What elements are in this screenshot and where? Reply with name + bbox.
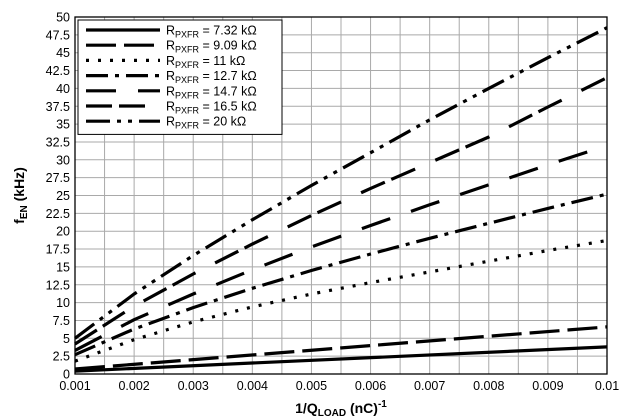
x-axis-label-rest: (nC): [346, 400, 378, 416]
y-tick-label: 12.5: [46, 278, 70, 292]
y-tick-label: 20: [56, 225, 70, 239]
y-tick-label: 47.5: [46, 28, 70, 42]
series-line-4: [74, 192, 608, 357]
x-tick-label: 0.006: [355, 379, 386, 393]
series-line-7: [74, 26, 608, 340]
y-tick-label: 10: [56, 296, 70, 310]
plot-frame: [74, 16, 608, 375]
legend-label-6: RPXFR = 16.5 kΩ: [166, 100, 257, 116]
x-tick-label: 0.005: [296, 379, 327, 393]
y-tick-label: 17.5: [46, 243, 70, 257]
y-tick-label: 0: [63, 368, 70, 382]
x-tick-labels: 0.001 0.002 0.003 0.004 0.005 0.006 0.007 0.008…: [59, 379, 619, 393]
y-tick-label: 15: [56, 260, 70, 274]
legend-label-3: RPXFR = 11 kΩ: [166, 54, 245, 70]
x-tick-label: 0.007: [414, 379, 445, 393]
x-tick-label: 0.009: [532, 379, 563, 393]
y-axis-label-sub: EN: [19, 205, 30, 219]
x-axis-label-sup: -1: [378, 399, 387, 410]
x-tick-label: 0.002: [118, 379, 149, 393]
y-tick-label: 7.5: [53, 314, 70, 328]
y-tick-label: 5: [63, 332, 70, 346]
series-line-3: [74, 238, 608, 363]
x-tick-label: 0.01: [595, 379, 619, 393]
legend-box: [77, 19, 283, 135]
legend-label-2: RPXFR = 9.09 kΩ: [166, 39, 257, 55]
x-tick-label: 0.004: [237, 379, 268, 393]
legend-label-5: RPXFR = 14.7 kΩ: [166, 84, 257, 100]
series-line-5: [74, 143, 608, 352]
y-tick-label: 35: [56, 118, 70, 132]
x-tick-label: 0.008: [473, 379, 504, 393]
series-line-6: [74, 76, 608, 346]
y-tick-labels: 0 2.5 5 7.5 10 12.5 15 17.5 20 22.5 25 27.5 30 32.5 35…: [46, 11, 70, 382]
legend-label-1: RPXFR = 7.32 kΩ: [166, 24, 257, 40]
legend-label-7: RPXFR = 20 kΩ: [166, 115, 246, 131]
x-axis-label: 1/QLOAD (nC)-1: [295, 399, 387, 419]
series-line-1: [74, 345, 608, 373]
y-tick-label: 27.5: [46, 171, 70, 185]
legend-label-4: RPXFR = 12.7 kΩ: [166, 69, 257, 85]
y-tick-label: 2.5: [53, 350, 70, 364]
y-tick-label: 40: [56, 82, 70, 96]
y-tick-label: 37.5: [46, 100, 70, 114]
y-axis-label-main: f: [11, 219, 27, 224]
y-axis-label-rest: (kHz): [11, 167, 27, 205]
y-tick-label: 42.5: [46, 64, 70, 78]
y-tick-label: 22.5: [46, 207, 70, 221]
y-tick-label: 32.5: [46, 135, 70, 149]
y-tick-label: 50: [56, 11, 70, 25]
y-axis-label: fEN (kHz): [11, 167, 30, 224]
y-tick-label: 30: [56, 153, 70, 167]
series-line-2: [74, 325, 608, 371]
x-tick-label: 0.001: [59, 379, 90, 393]
y-tick-label: 25: [56, 189, 70, 203]
series-group: [74, 26, 608, 373]
x-tick-label: 0.003: [178, 379, 209, 393]
x-axis-label-sub: LOAD: [318, 408, 346, 419]
x-axis-label-main: 1/Q: [295, 400, 318, 416]
y-tick-label: 45: [56, 46, 70, 60]
